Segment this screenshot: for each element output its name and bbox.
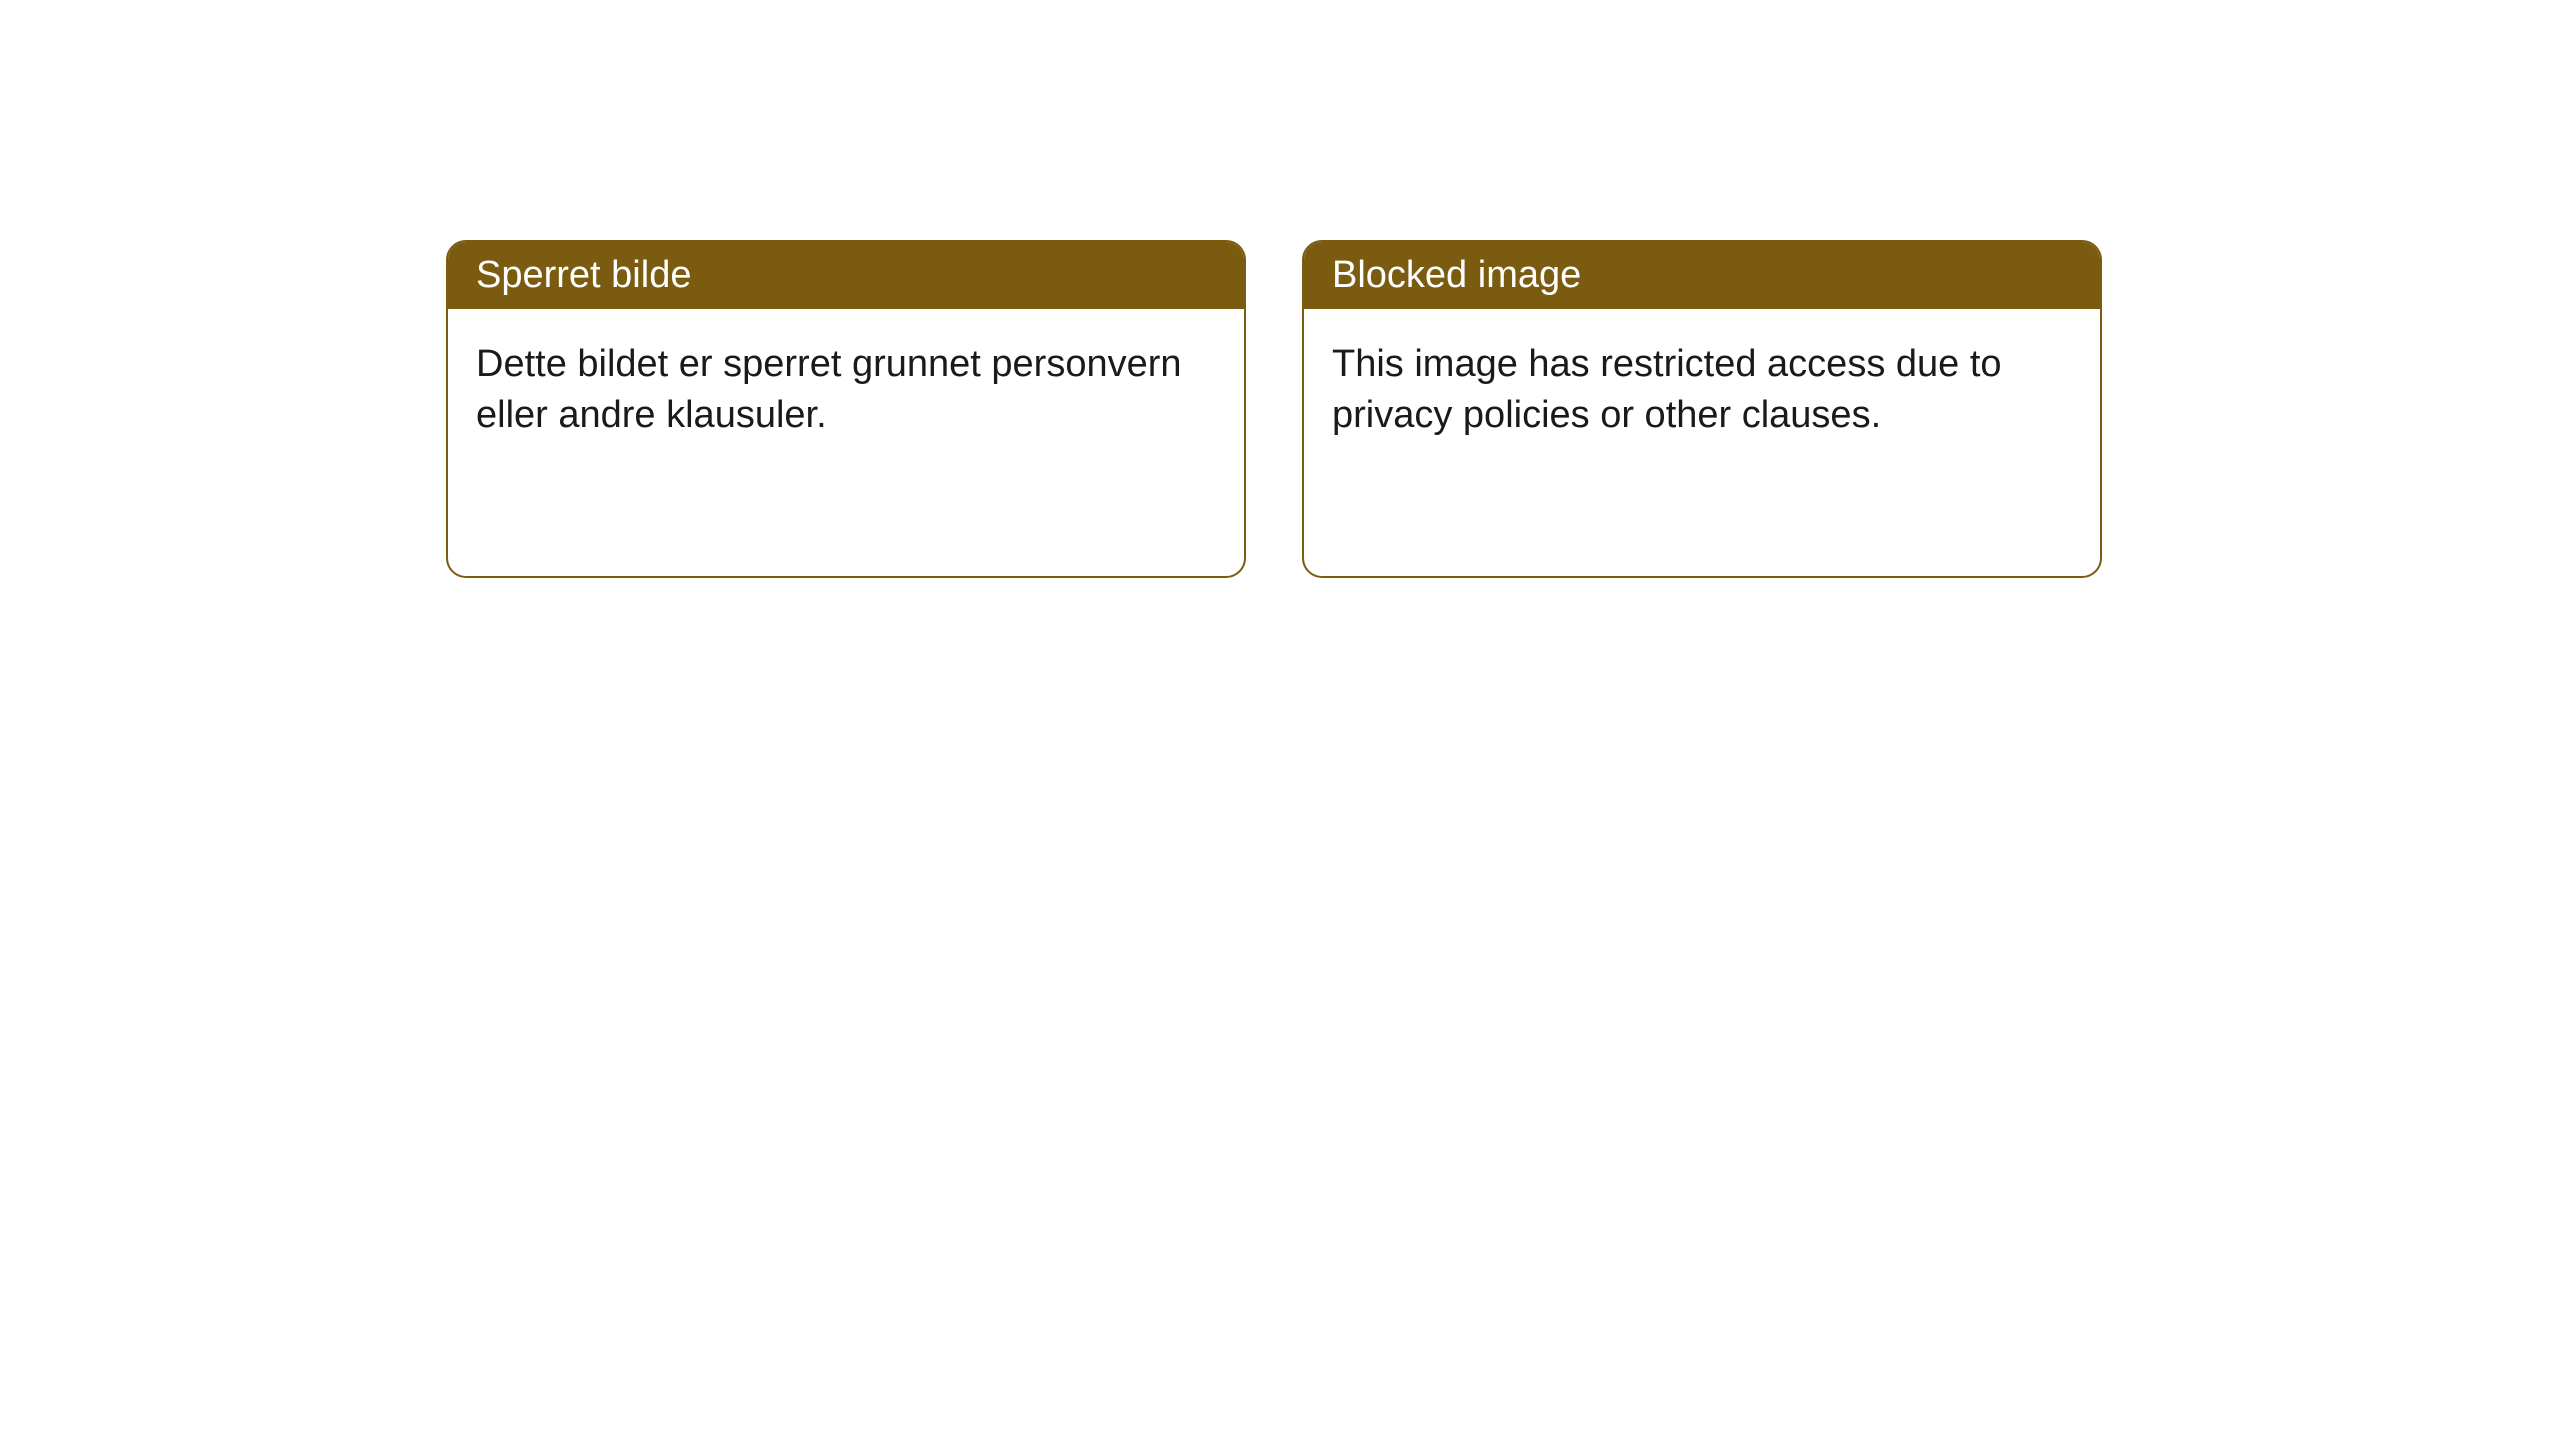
blocked-image-card-norwegian: Sperret bilde Dette bildet er sperret gr… (446, 240, 1246, 578)
card-body-english: This image has restricted access due to … (1304, 309, 2100, 472)
blocked-image-card-english: Blocked image This image has restricted … (1302, 240, 2102, 578)
card-header-norwegian: Sperret bilde (448, 242, 1244, 309)
blocked-image-notice-container: Sperret bilde Dette bildet er sperret gr… (0, 0, 2560, 578)
card-header-english: Blocked image (1304, 242, 2100, 309)
card-body-norwegian: Dette bildet er sperret grunnet personve… (448, 309, 1244, 472)
